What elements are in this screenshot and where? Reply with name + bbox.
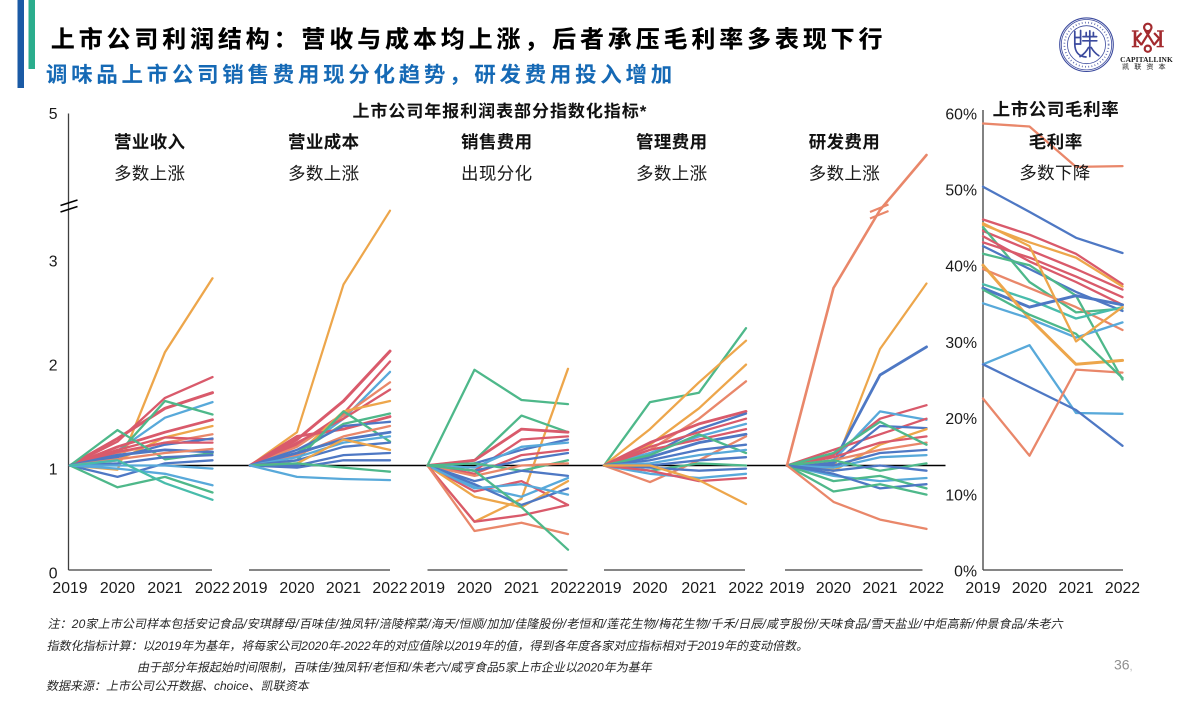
svg-text:choice: choice [214,679,249,693]
svg-text:2021: 2021 [681,580,716,597]
svg-text:/: / [482,617,488,631]
svg-text:40%: 40% [945,259,977,276]
svg-text:2019: 2019 [454,639,482,653]
svg-text:/: / [866,617,872,631]
svg-text:60%: 60% [945,106,977,123]
svg-text:2019: 2019 [586,580,621,597]
svg-text:2020: 2020 [457,580,492,597]
svg-text:2021: 2021 [504,580,539,597]
svg-text:2020: 2020 [279,580,314,597]
svg-text:/: / [446,661,452,675]
svg-text:/: / [454,617,460,631]
svg-text:2020: 2020 [632,580,667,597]
svg-text:2: 2 [49,358,58,375]
svg-text:2020: 2020 [100,580,135,597]
svg-text:36: 36 [1114,657,1130,673]
svg-text:,: , [1130,661,1133,673]
svg-text:30%: 30% [945,335,977,352]
svg-text:2020: 2020 [576,661,604,675]
svg-text:2020: 2020 [1012,580,1047,597]
svg-text:2021: 2021 [147,580,182,597]
svg-text:2022: 2022 [372,580,407,597]
svg-text:2019: 2019 [696,639,724,653]
svg-text:/: / [918,617,924,631]
svg-text:/: / [334,617,340,631]
svg-text:2019: 2019 [769,580,804,597]
svg-text:0: 0 [49,565,58,582]
svg-text:/: / [602,617,608,631]
svg-text:1: 1 [49,461,58,478]
svg-text:CAPITALLINK: CAPITALLINK [1120,55,1173,64]
svg-text:5: 5 [49,106,58,123]
svg-text:/: / [762,617,768,631]
svg-text:2019: 2019 [232,580,267,597]
svg-text:2020: 2020 [300,639,328,653]
svg-text:10%: 10% [945,487,977,504]
svg-text:/: / [242,617,248,631]
svg-text:2019: 2019 [154,639,182,653]
svg-text:20%: 20% [945,411,977,428]
svg-text:/: / [814,617,820,631]
svg-text:50%: 50% [945,183,977,200]
svg-text:2022: 2022 [195,580,230,597]
svg-text:/: / [328,661,334,675]
svg-text:/: / [295,617,301,631]
svg-text:/: / [654,617,660,631]
svg-text:2022: 2022 [550,580,585,597]
svg-text:2020: 2020 [816,580,851,597]
svg-text:2019: 2019 [410,580,445,597]
svg-text:2021: 2021 [326,580,361,597]
svg-text:/: / [706,617,712,631]
svg-text:/: / [367,661,373,675]
svg-text:/: / [562,617,568,631]
svg-text:2021: 2021 [1058,580,1093,597]
svg-text:2022: 2022 [909,580,944,597]
svg-text:2019: 2019 [965,580,1000,597]
svg-text:5: 5 [498,661,505,675]
svg-text:2021: 2021 [862,580,897,597]
svg-text:-2022: -2022 [340,639,371,653]
svg-text:20: 20 [71,617,86,631]
svg-text:2022: 2022 [1105,580,1140,597]
svg-text:3: 3 [49,253,58,270]
svg-text:/: / [407,661,413,675]
svg-text:2019: 2019 [52,580,87,597]
svg-text:/: / [426,617,432,631]
svg-text:0%: 0% [954,564,977,581]
svg-text:/: / [1022,617,1028,631]
svg-text:/: / [374,617,380,631]
svg-text:2022: 2022 [728,580,763,597]
svg-text:*: * [640,102,648,121]
svg-text:/: / [734,617,740,631]
svg-text:/: / [510,617,516,631]
svg-text:/: / [970,617,976,631]
